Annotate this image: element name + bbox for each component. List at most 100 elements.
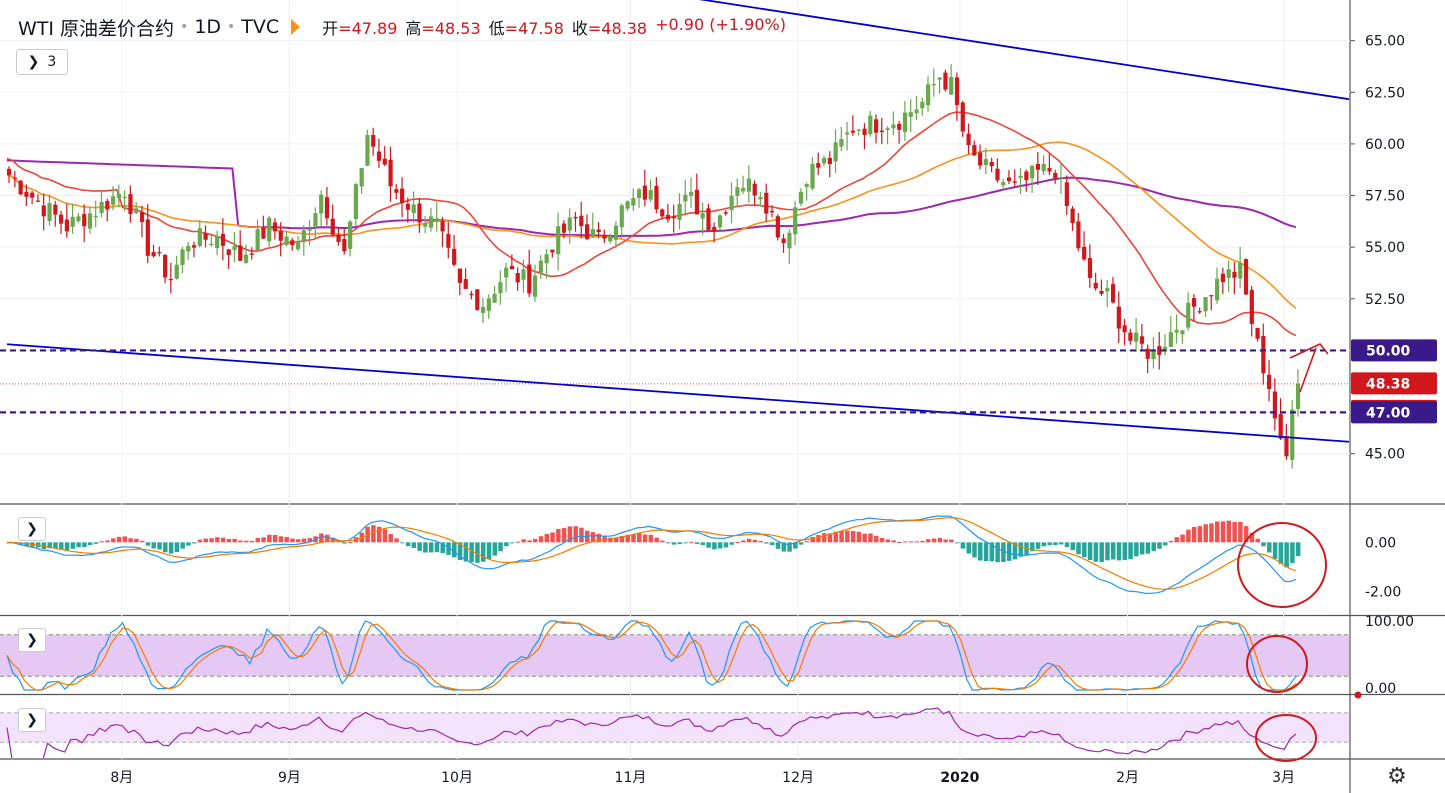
candle xyxy=(1082,231,1087,261)
low-value: =47.58 xyxy=(504,19,564,38)
macd-hist-bar xyxy=(937,537,943,543)
candle-body xyxy=(937,77,942,80)
candle-body xyxy=(810,163,815,189)
macd-hist-bar xyxy=(157,542,162,550)
candle-body xyxy=(116,193,122,198)
chart-header: WTI 原油差价合约 • 1D • TVC 开=47.89 高=48.53 低=… xyxy=(18,14,786,40)
candle-body xyxy=(648,190,653,200)
stoch-k-line xyxy=(6,620,1297,691)
candle-body xyxy=(683,194,688,202)
candle xyxy=(926,76,931,112)
macd-collapse-button[interactable]: ❯ xyxy=(18,517,46,541)
candle-body xyxy=(1134,332,1139,342)
candle xyxy=(82,204,87,243)
macd-hist-bar xyxy=(1076,542,1081,555)
macd-hist-bar xyxy=(573,526,578,543)
candle xyxy=(1163,334,1168,356)
macd-hist-bar xyxy=(746,538,752,543)
candle-body xyxy=(440,220,445,232)
candle-body xyxy=(775,216,780,238)
macd-hist-bar xyxy=(758,540,763,543)
stoch-collapse-button[interactable]: ❯ xyxy=(18,628,46,652)
candle xyxy=(446,222,451,259)
macd-hist-bar xyxy=(793,542,798,549)
candle-body xyxy=(272,222,278,232)
alert-dot xyxy=(1354,691,1362,699)
macd-hist-bar xyxy=(400,542,405,544)
candle xyxy=(908,99,913,133)
candle xyxy=(1076,212,1081,252)
indicators-toggle-button[interactable]: ❯ 3 xyxy=(16,49,68,75)
candle-body xyxy=(145,219,150,256)
macd-hist-bar xyxy=(527,540,532,543)
candle-body xyxy=(394,189,399,193)
macd-hist-bar xyxy=(93,542,99,544)
candle-body xyxy=(608,236,613,242)
macd-hist-bar xyxy=(521,539,526,543)
candle xyxy=(914,95,919,121)
candle xyxy=(642,169,647,207)
macd-hist-bar xyxy=(423,542,428,553)
macd-hist-bar xyxy=(509,542,515,544)
candle-body xyxy=(1018,175,1023,178)
candle xyxy=(1215,267,1220,304)
candle-body xyxy=(1191,298,1197,307)
separator-dot: • xyxy=(180,19,189,35)
candle-body xyxy=(764,192,769,214)
candle-body xyxy=(353,184,358,219)
gear-icon[interactable]: ⚙ xyxy=(1387,764,1407,789)
candle xyxy=(203,225,208,248)
candle-body xyxy=(134,208,139,213)
macd-pane[interactable] xyxy=(6,515,1301,595)
candle xyxy=(423,216,428,233)
candle-body xyxy=(330,218,335,235)
candle-body xyxy=(868,115,873,135)
rsi-pane[interactable] xyxy=(0,707,1350,764)
candle-body xyxy=(1105,288,1110,292)
time-tick-label: 10月 xyxy=(441,770,473,786)
flag-icon[interactable] xyxy=(291,19,301,35)
macd-hist-bar xyxy=(544,533,550,543)
candle-body xyxy=(186,245,191,252)
annotation-circle xyxy=(1237,522,1327,608)
symbol-name[interactable]: WTI 原油差价合约 xyxy=(18,17,175,40)
candle xyxy=(978,144,983,170)
candle xyxy=(1290,399,1295,469)
candle-body xyxy=(469,293,474,296)
candle xyxy=(793,200,798,246)
interval-label[interactable]: 1D xyxy=(194,16,222,38)
macd-hist-bar xyxy=(550,532,555,543)
candle xyxy=(648,179,653,203)
macd-hist-bar xyxy=(417,542,422,551)
macd-hist-bar xyxy=(348,542,353,544)
macd-hist-bar xyxy=(769,542,775,546)
candle-body xyxy=(261,227,266,239)
candle-body xyxy=(168,279,174,281)
macd-hist-bar xyxy=(914,541,919,543)
candle-body xyxy=(590,229,595,237)
candle xyxy=(1243,258,1249,295)
candle xyxy=(238,230,243,262)
stoch-pane[interactable] xyxy=(0,620,1350,691)
price-pane[interactable] xyxy=(0,0,1371,469)
rsi-collapse-button[interactable]: ❯ xyxy=(18,708,46,732)
candle-body xyxy=(1272,391,1278,419)
candle-body xyxy=(1174,329,1179,333)
macd-hist-bar xyxy=(342,542,347,544)
macd-hist-bar xyxy=(821,533,827,543)
candle xyxy=(752,180,757,206)
macd-hist-bar xyxy=(53,542,58,549)
candle-body xyxy=(1232,271,1237,278)
candle-body xyxy=(342,239,347,252)
macd-hist-bar xyxy=(1001,542,1006,563)
candle-body xyxy=(480,306,486,313)
macd-hist-bar xyxy=(1047,542,1052,546)
candle-body xyxy=(1295,383,1301,409)
candle-body xyxy=(1163,346,1168,352)
annotation-arrow xyxy=(1299,347,1317,393)
candle-body xyxy=(122,196,127,198)
macd-hist-bar xyxy=(827,533,833,543)
macd-hist-bar xyxy=(845,530,850,543)
